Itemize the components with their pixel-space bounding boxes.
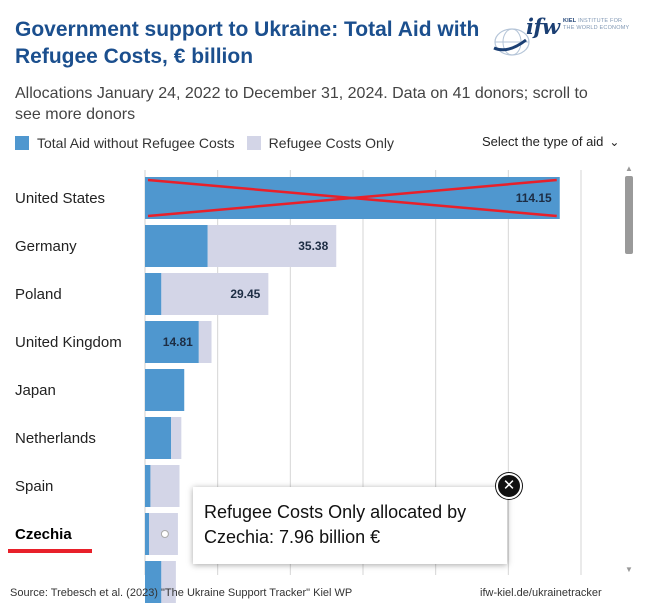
category-label: Germany <box>15 238 77 255</box>
source-note: Source: Trebesch et al. (2023) "The Ukra… <box>10 587 353 599</box>
category-label: Netherlands <box>15 430 96 447</box>
bar-refugee-costs <box>161 561 176 603</box>
bar-refugee-costs <box>171 417 182 459</box>
legend-label-total-aid: Total Aid without Refugee Costs <box>37 135 235 151</box>
category-label: Poland <box>15 286 62 303</box>
highlight-underline <box>8 549 92 553</box>
legend-label-refugee: Refugee Costs Only <box>268 135 394 151</box>
data-label: 114.15 <box>516 191 552 205</box>
chevron-down-icon: ⌄ <box>609 134 620 149</box>
bar-refugee-costs <box>198 321 212 363</box>
chart-subtitle: Allocations January 24, 2022 to December… <box>15 85 588 123</box>
bar-total-aid <box>145 513 149 555</box>
bar-total-aid <box>145 417 172 459</box>
category-label: United States <box>15 190 105 207</box>
tooltip: Refugee Costs Only allocated by Czechia:… <box>193 487 507 564</box>
bar-total-aid <box>145 321 199 363</box>
legend-swatch-refugee <box>246 136 261 150</box>
legend: Total Aid without Refugee Costs Refugee … <box>15 133 406 153</box>
bar-refugee-costs <box>161 273 269 315</box>
bar-total-aid <box>145 369 185 411</box>
chart-title: Government support to Ukraine: Total Aid… <box>15 18 480 68</box>
data-label: 29.45 <box>230 287 260 301</box>
scroll-down-arrow-icon[interactable]: ▼ <box>625 565 633 574</box>
bar-total-aid <box>145 561 162 603</box>
tooltip-anchor-dot <box>160 530 169 538</box>
bar-refugee-costs <box>207 225 337 267</box>
globe-icon <box>493 28 530 56</box>
data-label: 14.81 <box>163 335 193 349</box>
scroll-up-arrow-icon[interactable]: ▲ <box>625 164 633 173</box>
strike-line <box>147 178 557 218</box>
data-label: 35.38 <box>298 239 328 253</box>
legend-swatch-total-aid <box>15 136 29 150</box>
logo-wordmark: ifw <box>526 14 560 39</box>
category-label: Japan <box>15 382 56 399</box>
legend-item-refugee[interactable]: Refugee Costs Only <box>246 135 394 151</box>
category-label: United Kingdom <box>15 334 122 351</box>
bar-total-aid <box>145 465 151 507</box>
aid-type-select-label: Select the type of aid <box>482 134 604 149</box>
logo-subtitle: KIEL INSTITUTE FOR THE WORLD ECONOMY <box>563 18 630 31</box>
bar-total-aid <box>145 273 162 315</box>
bar-refugee-costs <box>150 465 180 507</box>
scrollbar-thumb[interactable] <box>625 176 633 254</box>
bar-total-aid <box>145 225 208 267</box>
ifw-logo: ifw KIEL INSTITUTE FOR THE WORLD ECONOMY <box>490 14 640 64</box>
category-label: Spain <box>15 478 53 495</box>
close-icon[interactable]: ✕ <box>496 473 522 499</box>
legend-item-total-aid[interactable]: Total Aid without Refugee Costs <box>15 135 235 151</box>
tracker-link[interactable]: ifw-kiel.de/ukrainetracker <box>480 587 602 599</box>
category-label: Czechia <box>15 526 72 543</box>
aid-type-select[interactable]: Select the type of aid ⌄ <box>482 134 619 149</box>
